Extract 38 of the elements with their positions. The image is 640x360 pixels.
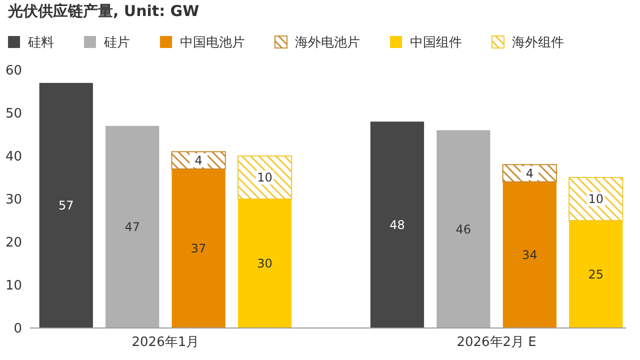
data-label: 10: [257, 170, 272, 185]
text: 2026年1月: [132, 335, 200, 350]
data-label: 47: [124, 220, 140, 234]
data-label: 4: [526, 166, 534, 180]
legend-label: 海外电池片: [295, 36, 360, 51]
legend-label: 中国电池片: [180, 36, 245, 51]
legend-label: 海外组件: [512, 36, 564, 51]
bar: [569, 220, 623, 328]
y-tick-label: 10: [5, 278, 22, 294]
legend-label: 硅料: [27, 36, 54, 51]
y-tick-label: 50: [5, 106, 22, 122]
text: 2026年2月 E: [456, 335, 536, 350]
bar: [568, 177, 624, 221]
bar: [436, 130, 490, 328]
bar: [502, 182, 556, 328]
legend-label: 中国组件: [410, 36, 462, 51]
bar: [172, 168, 226, 328]
data-label: 10: [588, 192, 604, 206]
y-tick-label: 20: [5, 236, 22, 251]
data-label: 37: [190, 242, 206, 256]
data-label: 34: [522, 248, 538, 262]
data-label: 46: [456, 222, 472, 236]
data-label: 57: [58, 198, 74, 213]
bar: [237, 156, 292, 200]
y-tick-label: 0: [14, 322, 22, 337]
data-label: 4: [194, 154, 202, 168]
legend-label: 硅片: [103, 36, 130, 51]
bar: [39, 82, 93, 328]
bar: [106, 126, 160, 328]
y-tick-label: 60: [5, 64, 22, 79]
data-label: 30: [257, 256, 272, 271]
y-tick-label: 30: [5, 192, 22, 208]
bar: [238, 199, 292, 328]
chart-title: 光伏供应链产量, Unit: GW: [7, 2, 200, 20]
data-label: 25: [588, 267, 604, 282]
y-tick-label: 40: [5, 150, 22, 165]
bar: [370, 122, 424, 328]
data-label: 48: [390, 218, 405, 232]
